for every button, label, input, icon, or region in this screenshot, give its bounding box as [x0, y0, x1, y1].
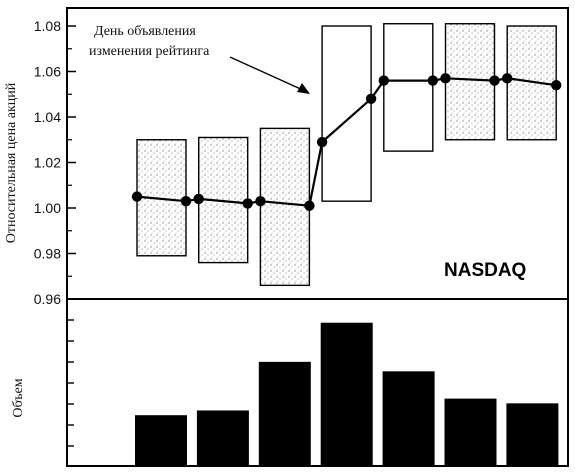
volume-bar	[258, 361, 311, 465]
volume-axis-title: Объем	[11, 378, 26, 417]
price-tick-label: 1.08	[34, 18, 61, 34]
price-box	[383, 23, 434, 152]
price-tick-label: 1.00	[34, 200, 61, 216]
price-series	[131, 73, 562, 211]
price-tick-label: 1.04	[34, 109, 61, 125]
volume-axis-ticks	[67, 319, 74, 447]
price-tick-label: 0.96	[34, 291, 61, 307]
price-line-path	[136, 77, 557, 207]
nasdaq-label: NASDAQ	[444, 260, 526, 281]
annotation-arrow	[229, 56, 306, 92]
price-box	[444, 23, 496, 141]
price-box	[506, 25, 557, 141]
price-axis-ticks: 0.96 0.98 1.00 1.02 1.04 1.06 1.08	[34, 18, 76, 307]
price-point	[551, 79, 562, 91]
volume-bar	[135, 415, 187, 465]
volume-bar	[506, 403, 559, 465]
price-point	[193, 193, 204, 205]
annotation-line-2: изменения рейтинга	[89, 44, 210, 59]
price-tick-label: 1.02	[34, 155, 61, 171]
price-point	[365, 93, 377, 105]
price-point	[378, 75, 389, 86]
price-point	[304, 200, 315, 211]
price-point	[255, 195, 266, 207]
price-box	[259, 127, 311, 287]
price-point	[242, 198, 253, 209]
price-point	[427, 75, 438, 86]
volume-bars	[135, 322, 559, 465]
volume-bar	[196, 410, 249, 465]
volume-bar	[382, 371, 435, 465]
volume-bar	[320, 322, 373, 465]
price-point	[440, 73, 451, 84]
price-point	[489, 75, 500, 86]
price-point	[316, 136, 328, 148]
price-axis-title: Относительная цена акций	[4, 82, 19, 243]
price-point	[180, 195, 192, 207]
price-point	[131, 191, 143, 202]
annotation-line-1: День объявления	[94, 24, 196, 39]
price-box	[321, 25, 372, 202]
annotation-arrowhead	[297, 83, 310, 94]
volume-bar	[444, 398, 497, 465]
price-tick-label: 0.98	[34, 246, 61, 262]
price-range-boxes	[136, 23, 557, 287]
price-point	[502, 73, 513, 84]
price-tick-label: 1.06	[34, 64, 61, 80]
